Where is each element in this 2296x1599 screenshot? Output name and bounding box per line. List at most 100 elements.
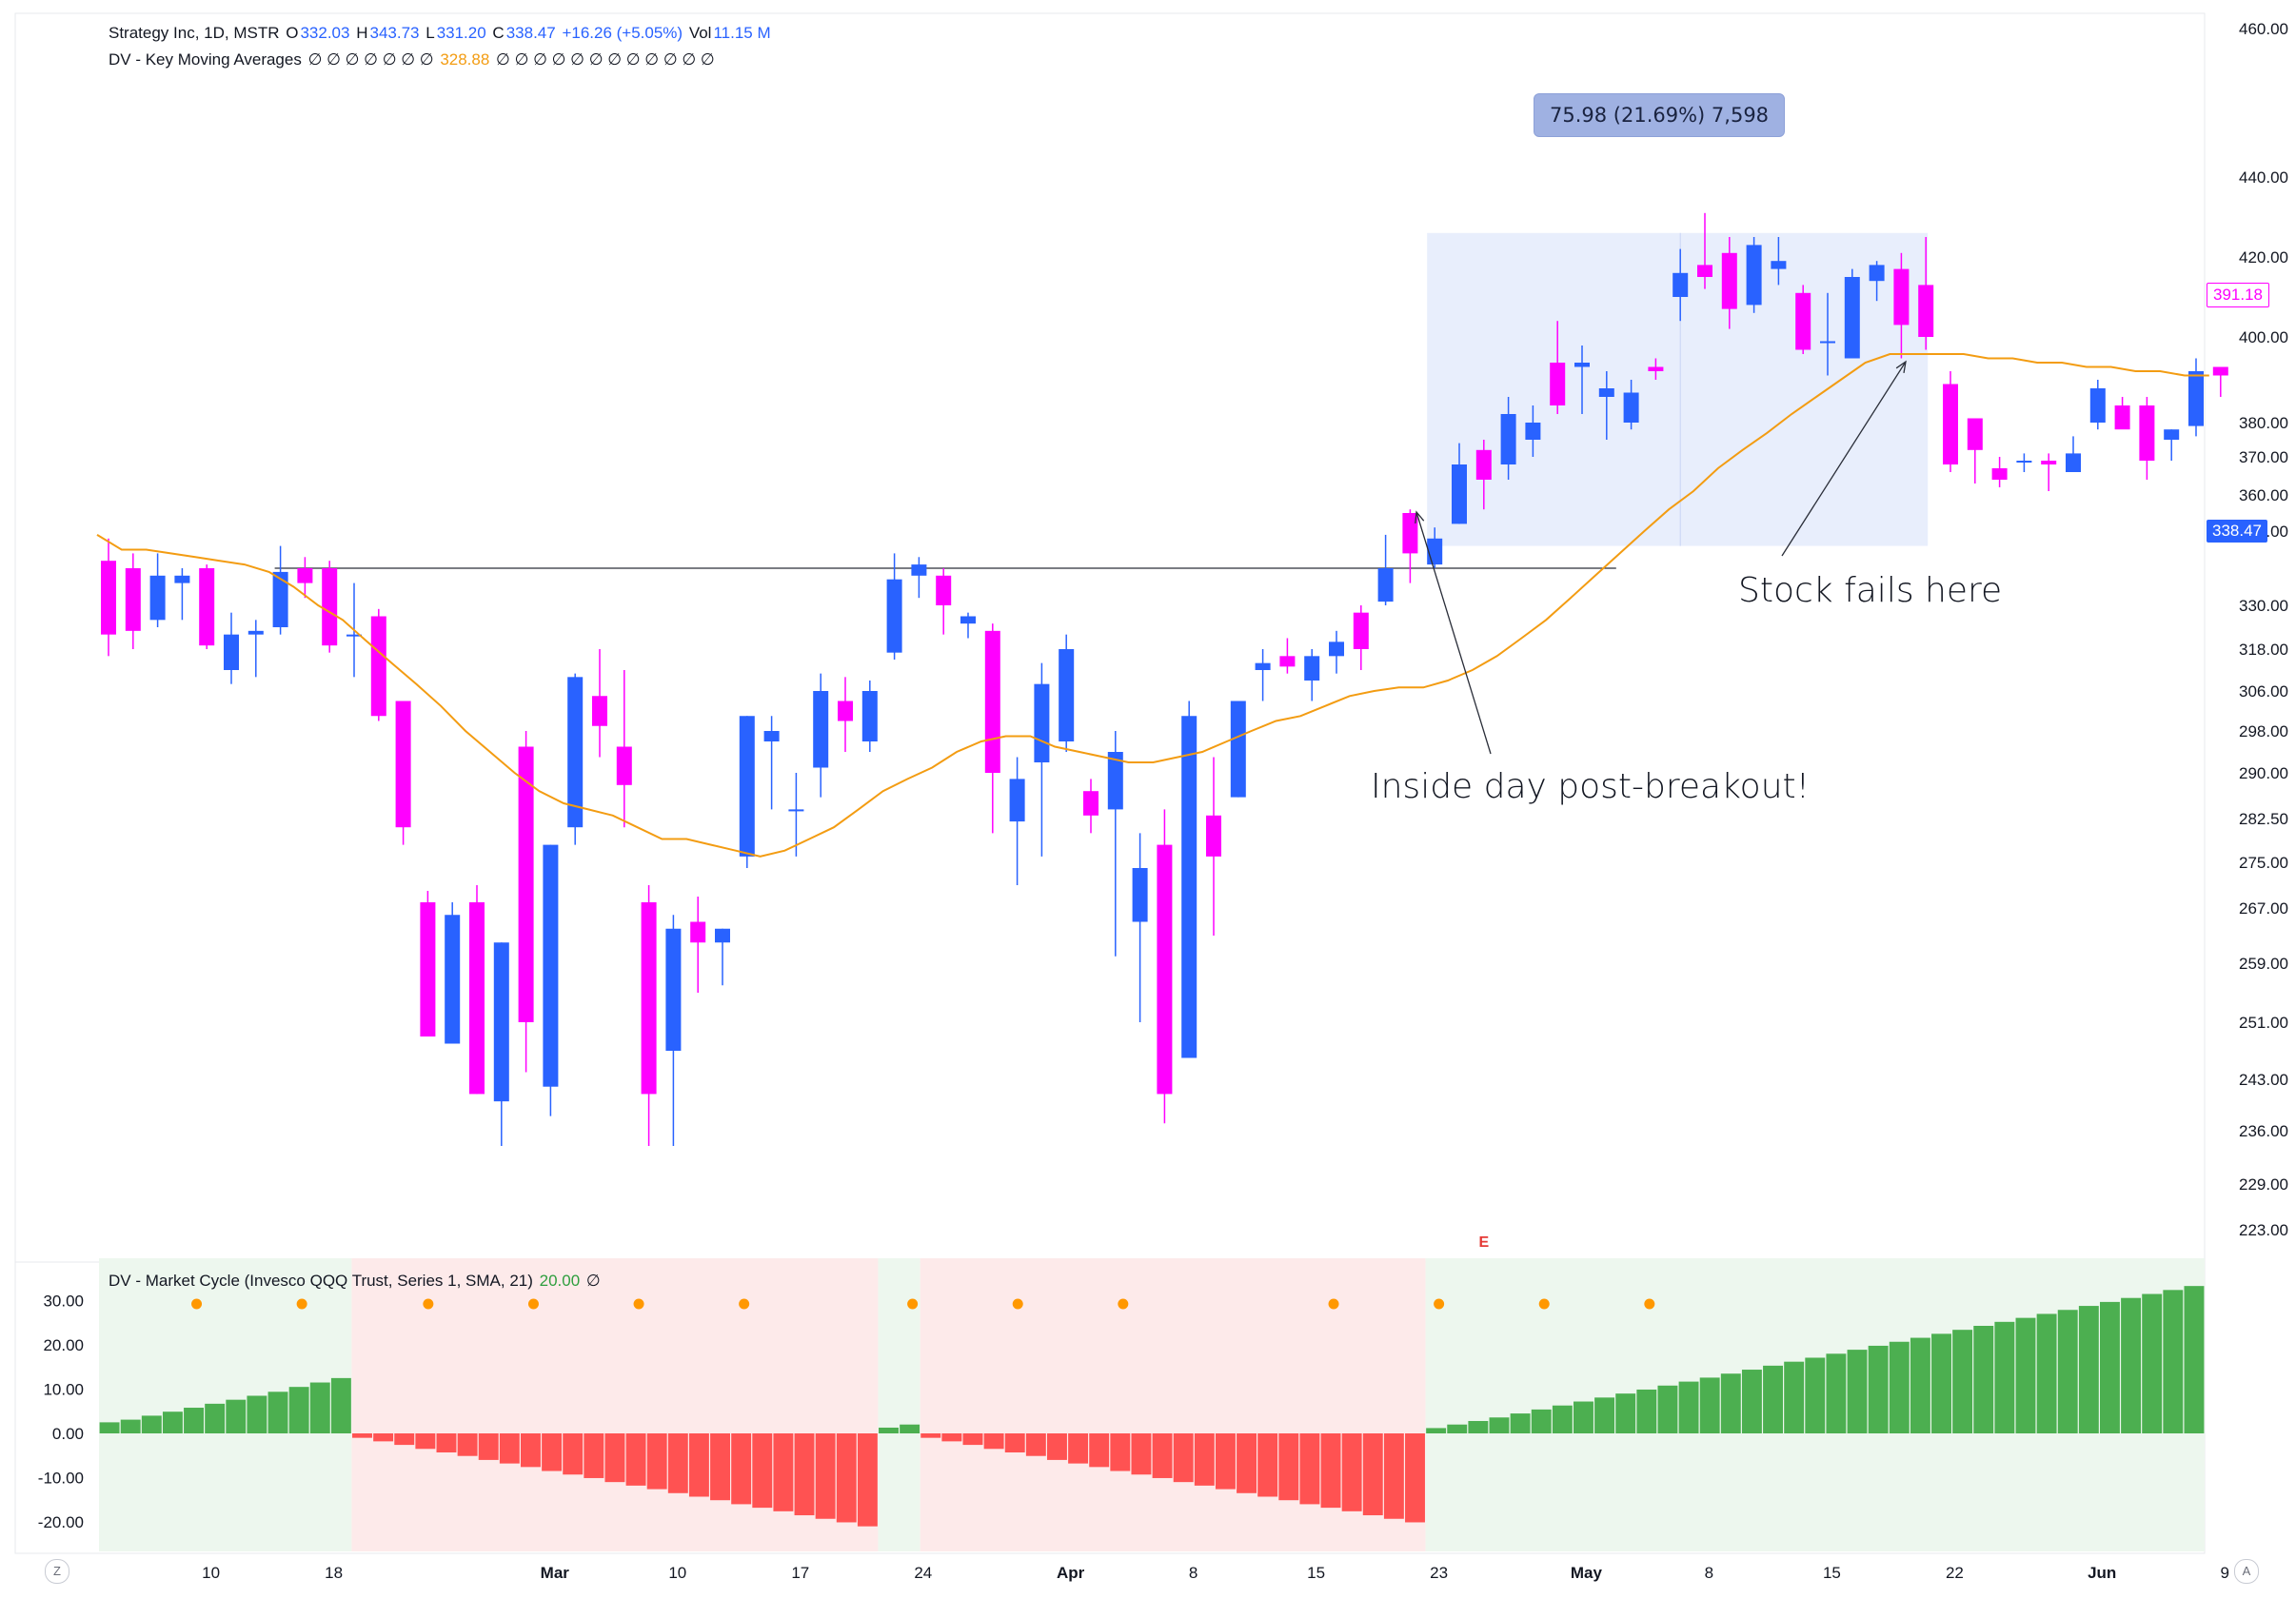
- cycle-bar: [604, 1433, 625, 1483]
- low-value: 331.20: [436, 24, 486, 42]
- candle-body: [1083, 791, 1099, 816]
- cycle-dot: [1644, 1298, 1655, 1310]
- fails-annotation[interactable]: Stock fails here: [1738, 571, 2003, 610]
- cycle-bar: [941, 1433, 962, 1442]
- cycle-bar: [1194, 1433, 1215, 1486]
- cycle-bar: [1931, 1333, 1951, 1433]
- time-axis-label: 10: [668, 1564, 686, 1582]
- candle-body: [346, 634, 362, 637]
- cycle-bar: [330, 1377, 351, 1433]
- candle-body: [395, 701, 411, 828]
- candle-body: [1279, 656, 1296, 667]
- cycle-bar: [563, 1433, 584, 1475]
- cycle-bar: [1447, 1424, 1468, 1433]
- cycle-bar: [1847, 1350, 1868, 1433]
- candle-body: [1206, 815, 1221, 857]
- cycle-bar: [879, 1427, 899, 1433]
- candle-body: [101, 561, 116, 635]
- candle-body: [788, 809, 804, 812]
- candle-body: [1844, 277, 1860, 359]
- cycle-dot: [1538, 1298, 1550, 1310]
- fails-arrow-head: [1895, 360, 1907, 373]
- price-tick-label: 282.50: [2239, 810, 2288, 828]
- candle-body: [690, 921, 706, 943]
- time-axis-label: 23: [1430, 1564, 1448, 1582]
- price-tick-label: 259.00: [2239, 955, 2288, 973]
- candle-body: [665, 928, 682, 1051]
- cycle-bar: [2100, 1301, 2120, 1433]
- cycle-bar: [584, 1433, 604, 1478]
- cycle-bar: [1910, 1337, 1930, 1433]
- candle-body: [2041, 461, 2057, 464]
- candle-body: [1623, 392, 1639, 423]
- cycle-bar: [1552, 1405, 1573, 1433]
- cycle-dot: [1328, 1298, 1339, 1310]
- inside-day-annotation[interactable]: Inside day post-breakout!: [1371, 767, 1811, 806]
- candle-body: [1648, 366, 1664, 371]
- cycle-tick-label: -20.00: [38, 1513, 84, 1531]
- cycle-bar: [205, 1403, 226, 1433]
- cycle-bar: [2163, 1290, 2184, 1433]
- price-tick-label: 275.00: [2239, 854, 2288, 872]
- cycle-dot: [423, 1298, 434, 1310]
- earnings-marker: E: [1478, 1234, 1489, 1251]
- price-pane-frame: [14, 12, 2206, 1263]
- candle-body: [493, 942, 509, 1102]
- candle-body: [543, 844, 559, 1087]
- cycle-bar: [1574, 1401, 1593, 1433]
- candle-body: [936, 575, 952, 605]
- cycle-legend-title[interactable]: DV - Market Cycle (Invesco QQQ Trust, Se…: [109, 1272, 533, 1290]
- auto-scale-button[interactable]: A: [2234, 1559, 2259, 1584]
- ma-empty-values: ∅ ∅ ∅ ∅ ∅ ∅ ∅: [307, 50, 434, 69]
- candle-body: [2188, 371, 2204, 426]
- zoom-reset-button[interactable]: Z: [45, 1559, 69, 1584]
- measure-label[interactable]: 75.98 (21.69%) 7,598: [1534, 93, 1786, 137]
- symbol-title[interactable]: Strategy Inc, 1D, MSTR: [109, 24, 280, 42]
- candle-body: [297, 568, 313, 583]
- cycle-bar: [120, 1419, 141, 1433]
- cycle-bar: [1047, 1433, 1067, 1460]
- cycle-bar: [457, 1433, 478, 1456]
- candle-body: [1721, 252, 1737, 309]
- candle-body: [1059, 649, 1075, 741]
- cycle-bar: [1678, 1381, 1699, 1433]
- candle-body: [420, 902, 436, 1036]
- open-value: 332.03: [300, 24, 350, 42]
- candle-body: [1697, 265, 1712, 277]
- cycle-bar: [394, 1433, 415, 1446]
- cycle-bar: [1657, 1385, 1678, 1433]
- ma-legend-title[interactable]: DV - Key Moving Averages: [109, 50, 302, 69]
- candle-body: [813, 691, 829, 768]
- cycle-bar: [267, 1392, 288, 1433]
- inside-day-arrow-head: [1415, 510, 1425, 524]
- cycle-bar: [1320, 1433, 1341, 1509]
- candle-body: [322, 568, 338, 646]
- cycle-bar: [2057, 1310, 2078, 1433]
- candle-body: [1574, 363, 1590, 367]
- price-tick-label: 229.00: [2239, 1175, 2288, 1194]
- cycle-bar: [1362, 1433, 1383, 1516]
- candle-body: [1452, 464, 1467, 524]
- candle-body: [370, 616, 386, 717]
- cycle-tick-label: 30.00: [43, 1293, 84, 1311]
- time-axis-label: Mar: [541, 1564, 570, 1582]
- candle-body: [960, 616, 976, 624]
- candle-body: [2139, 405, 2155, 461]
- cycle-bar: [1699, 1377, 1720, 1433]
- cycle-bar: [1636, 1389, 1657, 1433]
- candle-body: [1525, 423, 1541, 440]
- high-label: H: [356, 24, 368, 42]
- time-axis-label: Jun: [2088, 1564, 2116, 1582]
- candle-body: [2066, 453, 2081, 472]
- price-tick-label: 330.00: [2239, 597, 2288, 615]
- candle-body: [1967, 418, 1983, 450]
- candle-body: [1943, 384, 1958, 464]
- ma-empty-values: ∅ ∅ ∅ ∅ ∅ ∅ ∅ ∅ ∅ ∅ ∅ ∅: [496, 50, 715, 69]
- candle-body: [911, 564, 927, 576]
- cycle-bar: [1173, 1433, 1194, 1483]
- cycle-bar: [900, 1424, 920, 1433]
- time-axis-label: 18: [325, 1564, 343, 1582]
- candle-body: [469, 902, 485, 1095]
- candle-body: [616, 746, 632, 785]
